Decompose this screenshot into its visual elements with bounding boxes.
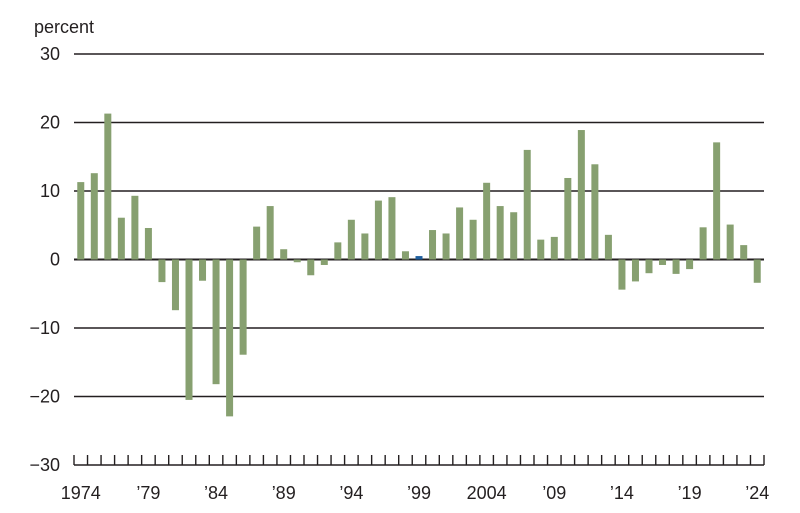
bar [117,217,125,260]
bar [144,227,152,260]
bar [158,259,166,283]
bar [686,259,694,270]
bar [591,164,599,260]
y-tick-label: 10 [40,181,60,201]
bar [618,259,626,290]
gridlines [74,53,764,398]
bar [90,173,98,260]
x-tick-label: ’19 [678,483,702,503]
bar [77,182,85,260]
x-tick-label: ’14 [610,483,634,503]
bar [266,206,274,260]
bar [753,259,761,283]
bar [496,206,504,260]
bar [374,200,382,260]
bars [77,113,761,417]
bar [564,177,572,260]
bar [226,259,234,417]
bar [469,219,477,260]
bar [523,149,531,260]
bar [442,233,450,260]
bar [713,142,721,260]
bar [740,245,748,260]
y-tick-label: −30 [29,455,60,475]
bar [320,259,328,265]
x-tick-label: ’09 [542,483,566,503]
bar [307,259,315,276]
bar [347,219,355,260]
bar [212,259,220,385]
bar [185,259,193,400]
x-axis-tick-labels: 1974 ’79 ’84 ’89 ’94 ’99 2004 ’09 ’14 ’19 ’24 [61,483,770,503]
x-tick-label: ’89 [272,483,296,503]
bar [537,239,545,260]
bar [253,226,261,260]
bar [699,227,707,260]
bar [334,242,342,260]
bar [726,224,734,260]
bar [604,234,612,260]
x-tick-label: ’79 [136,483,160,503]
x-axis [73,455,765,466]
bar [483,182,491,260]
bar [293,259,301,263]
bar [401,251,409,260]
bar [577,130,585,260]
bar [104,113,112,260]
bar [388,197,396,260]
y-tick-label: 30 [40,44,60,64]
bar [171,259,179,311]
bar [672,259,680,274]
x-tick-label: ’84 [204,483,228,503]
x-tick-label: ’99 [407,483,431,503]
x-tick-label: ’94 [339,483,363,503]
y-axis-tick-labels: 30 20 10 0 −10 −20 −30 [29,44,60,475]
x-tick-label: 2004 [467,483,507,503]
bar [131,195,139,260]
y-tick-label: −10 [29,318,60,338]
bar [239,259,247,355]
y-tick-label: 0 [50,250,60,270]
bar [510,212,518,260]
bar [361,233,369,260]
bar [415,256,423,260]
bar [456,207,464,260]
bar [645,259,653,274]
bar [280,249,288,260]
y-tick-label: 20 [40,113,60,133]
bar [631,259,639,282]
x-tick-label: 1974 [61,483,101,503]
bar [199,259,207,281]
bar [550,236,558,260]
y-tick-label: −20 [29,387,60,407]
bar [659,259,667,265]
x-tick-label: ’24 [745,483,769,503]
bar [429,230,437,260]
y-axis-unit-label: percent [34,17,94,37]
